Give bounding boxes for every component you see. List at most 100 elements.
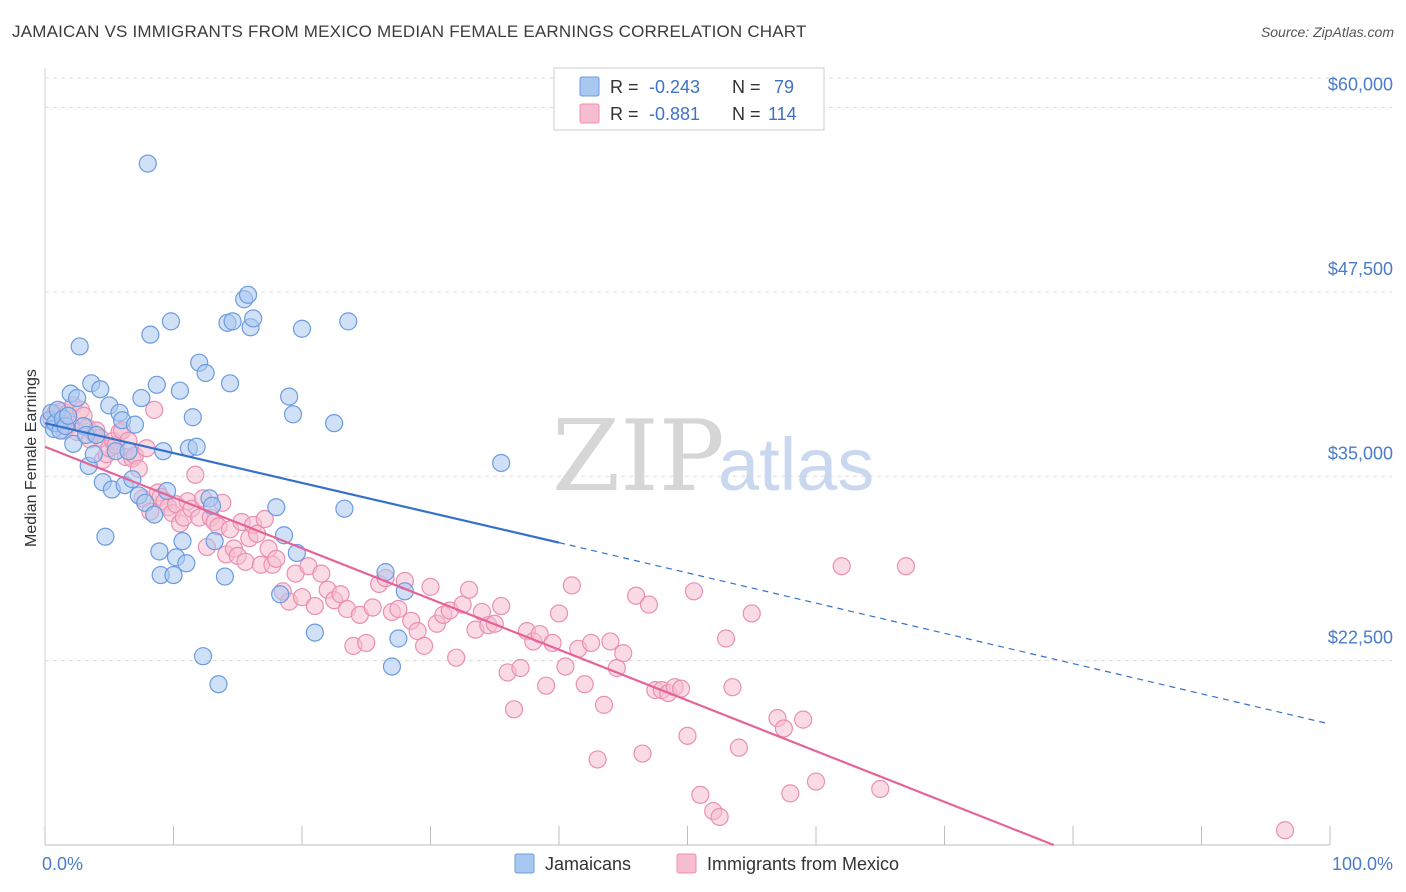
mexico-point: [267, 549, 286, 568]
mexico-point: [312, 564, 331, 583]
jamaican-point: [177, 554, 196, 573]
chart-title: JAMAICAN VS IMMIGRANTS FROM MEXICO MEDIA…: [12, 22, 807, 41]
jamaican-point: [150, 542, 169, 561]
jamaican-points: [39, 154, 511, 694]
bottom-legend-swatch-mexico: [676, 853, 697, 874]
jamaican-point: [209, 675, 228, 694]
jamaican-point: [141, 325, 160, 344]
jamaican-point: [492, 453, 511, 473]
mexico-point: [794, 710, 813, 729]
legend-n-label-2: N =: [732, 104, 761, 124]
jamaican-point: [183, 408, 202, 427]
mexico-point: [896, 557, 916, 576]
mexico-point: [806, 772, 826, 791]
legend-r-value-1: -0.243: [649, 77, 700, 97]
jamaican-point: [205, 532, 224, 551]
legend-swatch-blue: [579, 76, 600, 97]
jamaican-point: [223, 312, 242, 331]
jamaican-point: [283, 405, 303, 424]
jamaican-point: [280, 387, 299, 406]
legend-r-label-2: R =: [610, 104, 639, 124]
mexico-point: [710, 807, 729, 827]
mexico-point: [556, 657, 575, 676]
mexico-point: [186, 465, 205, 484]
x-tick-labels: 0.0% 100.0%: [42, 854, 1393, 874]
jamaican-point: [164, 565, 183, 585]
mexico-point: [582, 633, 601, 653]
mexico-point: [363, 598, 382, 617]
mexico-point: [255, 509, 274, 529]
jamaican-point: [132, 388, 151, 408]
jamaican-point: [244, 309, 263, 328]
mexico-point: [601, 632, 620, 651]
jamaican-point: [145, 505, 164, 524]
legend-r-label-1: R =: [610, 77, 639, 97]
jamaican-point: [389, 629, 408, 648]
source-credit: Source: ZipAtlas.com: [1260, 24, 1394, 40]
mexico-trend-line: [44, 445, 1055, 847]
jamaican-point: [339, 312, 358, 331]
mexico-point: [305, 596, 324, 616]
watermark: ZIP atlas: [552, 400, 874, 514]
jamaican-point: [170, 381, 190, 400]
mexico-point: [614, 644, 633, 663]
jamaican-point: [238, 285, 258, 304]
jamaican-point: [196, 363, 215, 383]
mexico-point: [871, 779, 890, 799]
jamaican-point: [220, 374, 240, 393]
mexico-point: [639, 595, 659, 614]
mexico-point: [292, 588, 312, 607]
jamaican-point: [161, 312, 181, 331]
bottom-legend-mexico: Immigrants from Mexico: [707, 854, 899, 874]
jamaican-trend-line: [44, 422, 560, 544]
jamaican-trend-line-extension: [558, 542, 1331, 725]
watermark-zip: ZIP: [552, 400, 725, 514]
jamaican-point: [271, 585, 290, 604]
mexico-point: [742, 604, 761, 623]
jamaican-point: [267, 498, 286, 517]
mexico-point: [414, 636, 434, 655]
mexico-point: [594, 695, 614, 714]
jamaican-point: [305, 623, 324, 642]
mexico-point: [716, 629, 736, 648]
bottom-legend-swatch-jamaicans: [514, 853, 535, 874]
jamaican-point: [215, 567, 234, 586]
jamaican-point: [68, 388, 87, 408]
trend-lines: [44, 422, 1331, 847]
y-axis-label: Median Female Earnings: [23, 369, 40, 547]
jamaican-point: [96, 527, 115, 546]
jamaican-point: [335, 499, 354, 518]
y-tick-labels: $22,500 $35,000 $47,500 $60,000: [1328, 75, 1393, 648]
bottom-legend-jamaicans: Jamaicans: [545, 854, 631, 874]
mexico-point: [562, 576, 581, 595]
mexico-point: [684, 582, 704, 601]
mexico-point: [236, 552, 255, 571]
mexico-point: [588, 750, 607, 769]
legend-n-value-1: 79: [774, 77, 794, 97]
jamaican-point: [91, 380, 110, 399]
jamaican-point: [125, 415, 145, 434]
jamaican-point: [173, 532, 192, 551]
watermark-atlas: atlas: [718, 423, 874, 506]
mexico-point: [389, 599, 408, 619]
legend-n-label-1: N =: [732, 77, 761, 97]
mexico-point: [549, 604, 569, 623]
mexico-point: [459, 580, 479, 599]
jamaican-point: [193, 647, 213, 666]
mexico-point: [511, 658, 530, 678]
mexico-point: [678, 726, 697, 745]
x-tick-label: 100.0%: [1332, 854, 1393, 874]
mexico-point: [774, 719, 793, 738]
gridlines: [45, 77, 1392, 662]
mexico-point: [729, 738, 749, 757]
mexico-point: [781, 784, 800, 803]
legend-r-value-2: -0.881: [649, 104, 700, 124]
y-tick-label: $60,000: [1328, 75, 1393, 95]
stats-legend: R = -0.243 N = 79 R = -0.881 N = 114: [553, 67, 825, 131]
axes: [44, 68, 1331, 846]
jamaican-point: [147, 375, 166, 394]
mexico-point: [1275, 821, 1295, 840]
mexico-point: [421, 577, 440, 596]
mexico-point: [492, 596, 511, 616]
